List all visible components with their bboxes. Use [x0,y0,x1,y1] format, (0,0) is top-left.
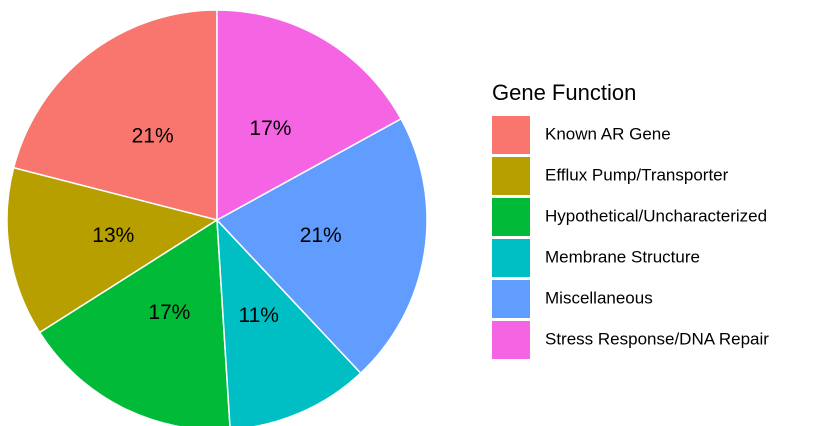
legend-key [492,198,530,236]
legend-key [492,116,530,154]
slice-label: 21% [300,224,342,247]
legend-key [492,280,530,318]
legend-key [492,321,530,359]
legend-key [492,239,530,277]
slice-label: 11% [238,304,278,327]
slice-label: 13% [92,224,134,247]
pie-slice [6,166,219,334]
slice-label: 21% [132,125,174,148]
slice-label: 17% [148,301,190,324]
pie-slice [215,117,428,375]
legend-label: Known AR Gene [545,124,671,143]
legend-label: Efflux Pump/Transporter [545,165,729,184]
legend-label: Stress Response/DNA Repair [545,329,769,348]
pie-slice [216,9,403,222]
legend-label: Miscellaneous [545,288,653,307]
legend-label: Membrane Structure [545,247,700,266]
slice-label: 17% [249,117,291,140]
pie-slice [216,217,362,426]
pie-slice [38,218,231,426]
legend-label: Hypothetical/Uncharacterized [545,206,767,225]
legend-key [492,157,530,195]
legend-title: Gene Function [492,80,636,105]
pie-slice [12,9,218,221]
